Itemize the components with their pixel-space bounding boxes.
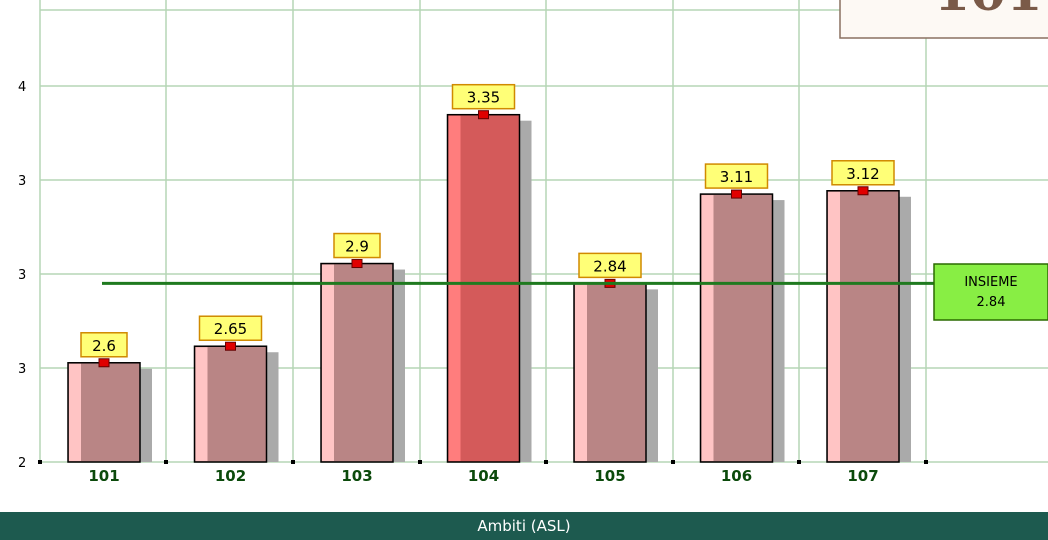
bar-edge: [575, 284, 587, 461]
y-tick-label: 4: [18, 80, 26, 95]
reference-label-box: [933, 263, 1048, 321]
bar-104: 3.35 104: [446, 83, 532, 485]
category-label: 102: [215, 467, 246, 485]
baseline-dot: [924, 460, 928, 464]
bar-shadow: [899, 196, 911, 462]
value-label-box: [831, 160, 895, 186]
value-label: 2.9: [345, 238, 369, 256]
bar-107: 3.12 107: [826, 160, 911, 485]
bar-chart: 2 3 3 3 4 2.6 101 2.65 102 2.9 103 3.35 104 2.84 105 3…: [18, 0, 1048, 485]
category-label: 104: [468, 467, 499, 485]
bar-edge: [322, 264, 334, 461]
bar-shadow: [519, 120, 532, 462]
value-label: 3.35: [467, 89, 500, 107]
bar-shadow: [646, 289, 658, 462]
grid: [39, 0, 1048, 463]
value-marker: [351, 259, 363, 269]
bar-106: 3.11 106: [699, 163, 785, 485]
value-label: 2.84: [593, 257, 626, 275]
value-marker: [225, 341, 236, 351]
value-label: 2.6: [92, 337, 116, 355]
y-tick-label: 3: [18, 174, 26, 189]
baseline-dot: [164, 460, 168, 464]
value-marker: [857, 186, 869, 196]
bar-shadow: [393, 269, 405, 462]
value-label-box: [80, 332, 128, 358]
value-label: 2.65: [214, 320, 247, 338]
bar-edge: [701, 195, 714, 462]
bar-shadow: [772, 200, 785, 463]
baseline-dot: [797, 460, 801, 464]
bar-103: 2.9 103: [320, 232, 405, 485]
reference-label: INSIEME: [964, 275, 1017, 290]
category-label: 106: [721, 467, 752, 485]
baseline-dot: [38, 460, 42, 464]
category-label: 103: [341, 467, 372, 485]
bar-edge: [195, 347, 208, 461]
bars: 2.6 101 2.65 102 2.9 103 3.35 104 2.84 105 3.11 106…: [67, 83, 911, 485]
bar-edge: [448, 115, 461, 461]
corner-text: 101: [934, 0, 1043, 23]
value-label-box: [704, 163, 769, 189]
y-tick-label: 3: [18, 268, 26, 283]
value-label: 3.12: [846, 165, 879, 183]
baseline-dot: [418, 460, 422, 464]
value-label: 3.11: [720, 168, 753, 186]
category-label: 101: [88, 467, 119, 485]
bar-edge: [69, 363, 81, 461]
corner-box: [839, 0, 1048, 39]
corner-label-box: 101: [839, 0, 1048, 39]
value-marker: [98, 358, 110, 368]
value-label-box: [333, 232, 381, 259]
y-tick-label: 2: [18, 456, 26, 471]
bar-shadow: [266, 352, 279, 462]
bar-102: 2.65 102: [193, 315, 279, 485]
y-axis-ticks: 2 3 3 3 4: [18, 80, 928, 471]
value-label-box: [451, 83, 516, 110]
value-marker: [478, 110, 489, 120]
baseline-dot: [544, 460, 548, 464]
value-marker: [731, 189, 742, 199]
category-label: 107: [847, 467, 878, 485]
value-label-box: [198, 315, 263, 341]
x-axis-title: Ambiti (ASL): [0, 512, 1048, 540]
bar-shadow: [140, 368, 152, 462]
reference-line-group: INSIEME 2.84: [102, 263, 1048, 321]
bar-105: 2.84 105: [573, 252, 658, 485]
baseline-dot: [291, 460, 295, 464]
y-tick-label: 3: [18, 362, 26, 377]
category-label: 105: [594, 467, 625, 485]
reference-value: 2.84: [977, 295, 1006, 310]
baseline-dot: [671, 460, 675, 464]
bar-101: 2.6 101: [67, 332, 152, 485]
bar-edge: [828, 191, 840, 461]
value-label-box: [578, 252, 642, 279]
